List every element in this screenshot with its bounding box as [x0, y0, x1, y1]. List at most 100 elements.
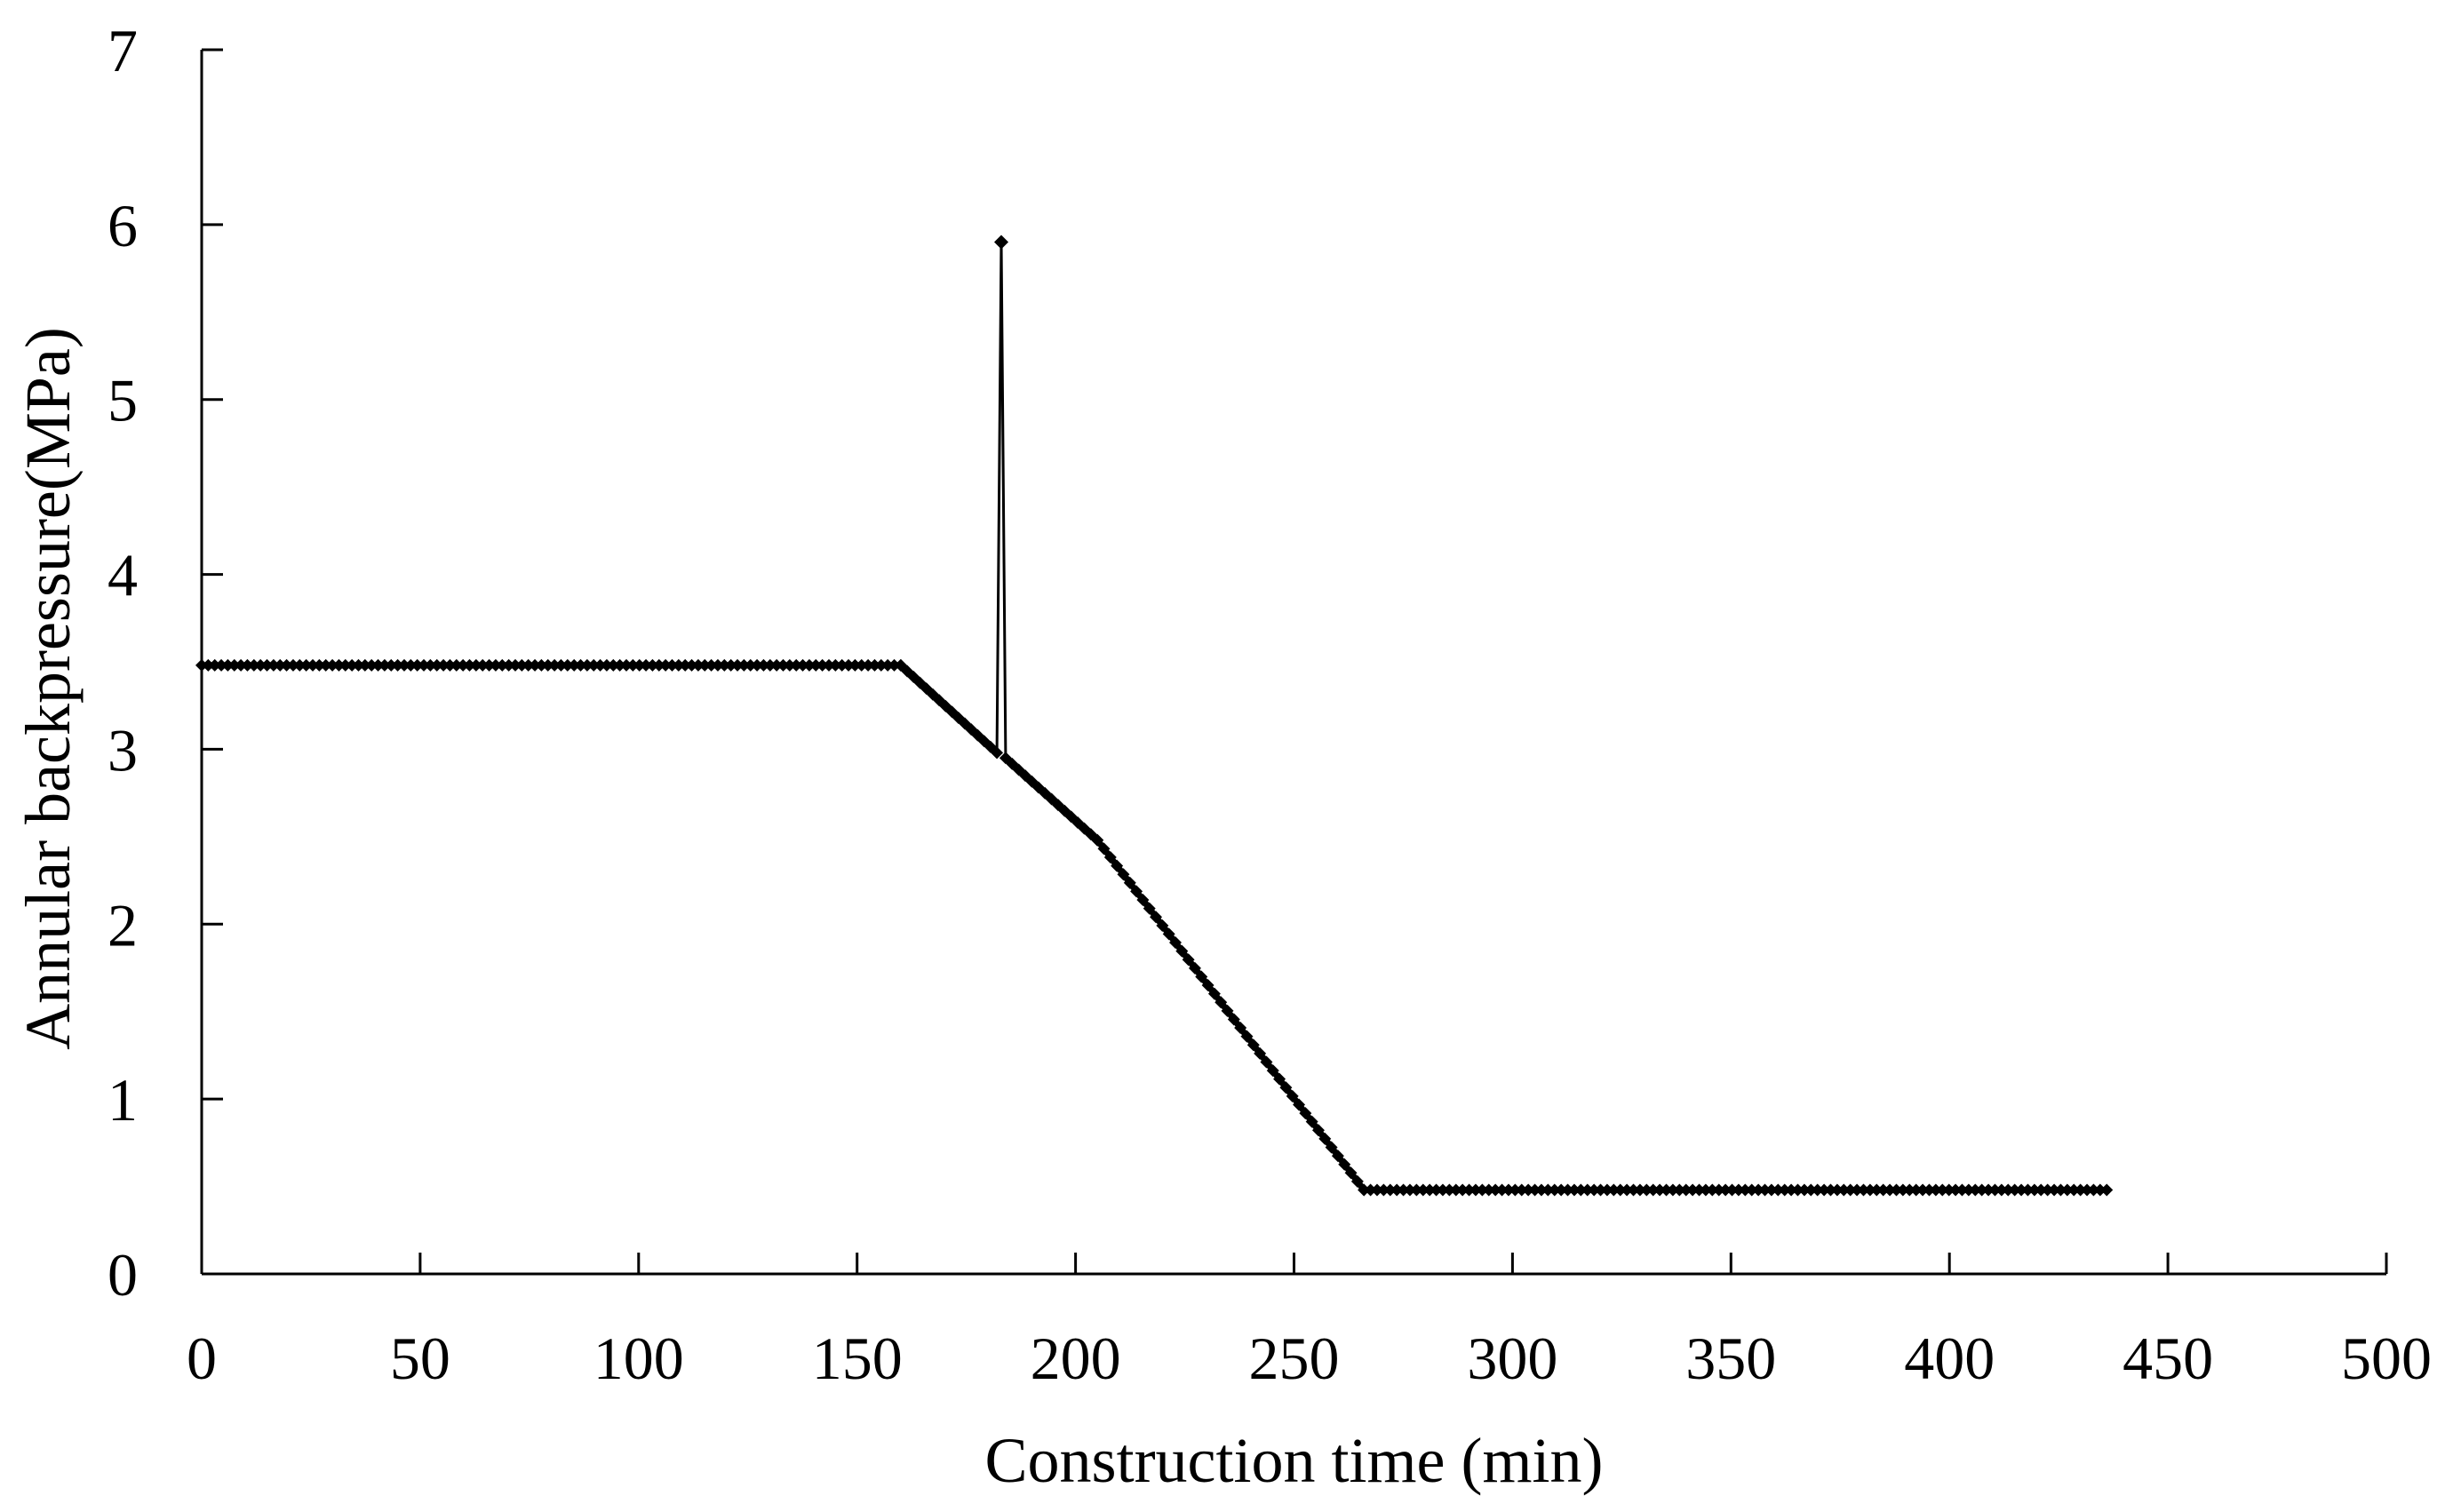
data-point-marker: [2067, 1183, 2081, 1197]
data-point-marker: [1111, 859, 1124, 872]
data-point-marker: [790, 658, 803, 672]
data-point-marker: [515, 658, 529, 672]
data-point-marker: [705, 658, 718, 672]
data-point-marker: [1136, 894, 1150, 907]
x-tick-label: 500: [2341, 1325, 2432, 1392]
peak-point-marker: [993, 235, 1008, 250]
data-point-marker: [1305, 1115, 1318, 1128]
y-tick-label: 1: [108, 1066, 138, 1134]
data-point-marker: [1929, 1183, 1942, 1197]
data-point-marker: [2054, 1183, 2067, 1197]
data-point-marker: [1469, 1183, 1482, 1197]
x-tick-label: 0: [187, 1325, 217, 1392]
data-point-marker: [835, 658, 848, 672]
data-point-marker: [1936, 1183, 1949, 1197]
y-tick-label: 7: [108, 17, 138, 84]
data-point-marker: [1692, 1183, 1706, 1197]
data-point-marker: [868, 658, 881, 672]
data-point-marker: [1752, 1183, 1765, 1197]
data-point-marker: [1091, 833, 1104, 847]
data-point-marker: [1254, 1046, 1267, 1060]
data-point-marker: [1188, 961, 1201, 975]
data-point-marker: [1130, 885, 1143, 898]
data-point-marker: [568, 658, 581, 672]
x-axis-title: Construction time (min): [985, 1425, 1604, 1496]
data-point-marker: [1975, 1183, 1988, 1197]
data-point-marker: [1673, 1183, 1686, 1197]
data-point-marker: [607, 658, 620, 672]
data-point-marker: [1240, 1030, 1254, 1043]
data-point-marker: [881, 658, 895, 672]
data-point-marker: [744, 658, 757, 672]
y-tick-label: 5: [108, 367, 138, 434]
data-point-marker: [580, 658, 593, 672]
series-line-segment: [1000, 241, 1007, 760]
data-point-marker: [1896, 1183, 1909, 1197]
data-point-marker: [1403, 1183, 1416, 1197]
data-point-marker: [731, 658, 745, 672]
data-point-marker: [535, 658, 548, 672]
data-point-marker: [1436, 1183, 1449, 1197]
data-point-marker: [1863, 1183, 1876, 1197]
x-tick-label: 350: [1685, 1325, 1776, 1392]
data-point-marker: [1791, 1183, 1804, 1197]
data-point-marker: [410, 658, 424, 672]
data-point-marker: [1482, 1183, 1495, 1197]
data-point-marker: [1331, 1150, 1344, 1163]
data-point-marker: [1150, 911, 1163, 924]
y-axis-title: Annular backpressure(MPa): [12, 327, 84, 1050]
data-point-marker: [2081, 1183, 2094, 1197]
data-point-marker: [1390, 1183, 1404, 1197]
data-point-marker: [457, 658, 470, 672]
x-ticks: 0 50 100 150 200 250 300 350 400 450 500: [187, 1253, 2432, 1392]
data-point-marker: [1338, 1158, 1351, 1171]
data-point-marker: [1495, 1183, 1509, 1197]
data-point-marker: [2041, 1183, 2054, 1197]
data-point-marker: [1666, 1183, 1679, 1197]
data-point-marker: [1462, 1183, 1476, 1197]
data-point-marker: [1522, 1183, 1535, 1197]
data-point-marker: [1476, 1183, 1489, 1197]
data-point-marker: [862, 658, 875, 672]
data-point-marker: [1732, 1183, 1745, 1197]
data-point-marker: [1988, 1183, 2002, 1197]
data-point-marker: [1311, 1124, 1325, 1137]
data-point-marker: [502, 658, 515, 672]
data-point-marker: [1117, 868, 1130, 881]
x-tick-label: 250: [1249, 1325, 1340, 1392]
data-point-marker: [378, 658, 391, 672]
data-point-marker: [698, 658, 712, 672]
data-point-marker: [1660, 1183, 1673, 1197]
data-point-marker: [665, 658, 679, 672]
data-point-marker: [855, 658, 868, 672]
data-point-marker: [1621, 1183, 1634, 1197]
data-point-marker: [1758, 1183, 1772, 1197]
data-point-marker: [1548, 1183, 1561, 1197]
data-point-marker: [554, 658, 568, 672]
data-point-marker: [1857, 1183, 1870, 1197]
data-point-marker: [1489, 1183, 1502, 1197]
data-point-marker: [215, 658, 228, 672]
data-point-marker: [1364, 1183, 1377, 1197]
data-point-marker: [751, 658, 764, 672]
data-point-marker: [659, 658, 673, 672]
data-point-marker: [763, 658, 777, 672]
data-point-marker: [1725, 1183, 1739, 1197]
data-point-marker: [672, 658, 685, 672]
data-point-marker: [1567, 1183, 1581, 1197]
data-point-marker: [1699, 1183, 1712, 1197]
data-point-marker: [1279, 1081, 1293, 1094]
data-point-marker: [443, 658, 457, 672]
data-point-marker: [469, 658, 482, 672]
data-point-marker: [1246, 1039, 1260, 1052]
data-point-marker: [1679, 1183, 1692, 1197]
data-point-marker: [1358, 1183, 1371, 1197]
data-point-marker: [1890, 1183, 1903, 1197]
data-point-marker: [352, 658, 365, 672]
data-point-marker: [574, 658, 587, 672]
data-point-marker: [783, 658, 796, 672]
data-point-marker: [1430, 1183, 1443, 1197]
data-point-marker: [1555, 1183, 1568, 1197]
data-point-marker: [1588, 1183, 1601, 1197]
data-point-marker: [319, 658, 332, 672]
